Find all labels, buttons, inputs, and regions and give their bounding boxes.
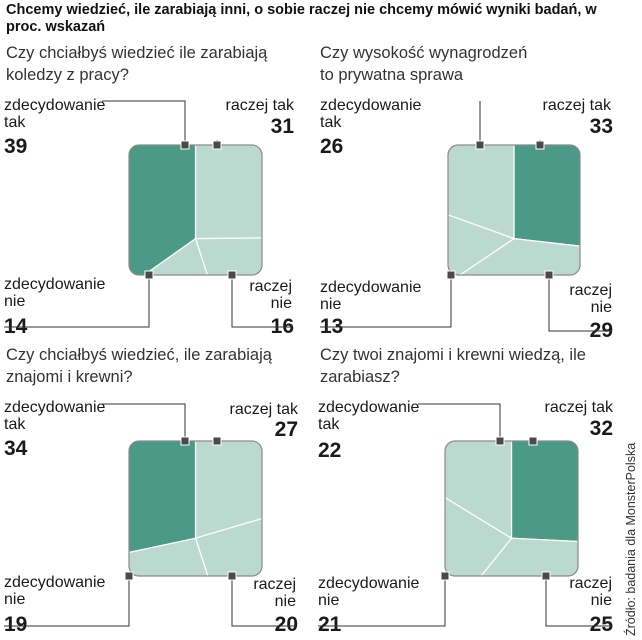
chart-2-slice-raczej-nie (452, 237, 580, 275)
label-3-raczej-tak: raczej tak (229, 401, 298, 418)
value-4-raczej-tak: 32 (589, 417, 613, 440)
label-3-zdecydowanie-tak: zdecydowanie tak (4, 399, 106, 433)
chart-3-marker-zdecydowanie-tak (180, 436, 190, 446)
chart-4-marker-zdecydowanie-nie (440, 571, 450, 581)
chart-2-slice-zdecydowanie-tak (448, 145, 515, 240)
chart-3-marker-zdecydowanie-nie (124, 571, 134, 581)
label-1-raczej-nie: raczej nie (249, 278, 292, 312)
label-1-zdecydowanie-nie: zdecydowanie nie (4, 276, 106, 310)
label-1-raczej-tak: raczej tak (225, 97, 294, 114)
chart-4-slices (445, 441, 578, 576)
label-4-raczej-nie: raczej nie (569, 575, 612, 609)
chart-4-frame (444, 440, 579, 577)
chart-2-leader-raczej-nie (548, 275, 612, 332)
chart-4-slice-zdecydowanie-tak (445, 441, 513, 540)
chart-2-marker-zdecydowanie-tak (475, 140, 485, 150)
question-4: Czy twoi znajomi i krewni wiedzą, ile za… (320, 346, 586, 386)
chart-1-marker-zdecydowanie-nie (144, 270, 154, 280)
question-3: Czy chciałbyś wiedzieć, ile zarabiają zn… (6, 346, 272, 386)
label-2-raczej-nie: raczej nie (569, 282, 612, 316)
value-2-raczej-tak: 33 (589, 115, 613, 138)
question-2: Czy wysokość wynagrodzeń to prywatna spr… (320, 44, 528, 84)
chart-3-leader-zdecydowanie-nie (4, 576, 130, 627)
chart-4-slice-zdecydowanie-nie (445, 494, 513, 576)
chart-2-slice-raczej-tak (513, 145, 580, 248)
chart-3-slice-raczej-nie (194, 516, 262, 576)
value-1-zdecydowanie-tak: 39 (4, 135, 28, 158)
label-2-raczej-tak: raczej tak (542, 97, 611, 114)
chart-1-marker-raczej-tak (212, 140, 222, 150)
label-4-raczej-tak: raczej tak (544, 399, 613, 416)
value-3-raczej-tak: 27 (274, 418, 298, 441)
chart-1-leader-raczej-nie (231, 275, 292, 328)
chart-1-leader-zdecydowanie-nie (4, 275, 150, 328)
chart-4-slice-raczej-tak (510, 441, 578, 543)
value-2-zdecydowanie-tak: 26 (320, 135, 344, 158)
chart-3-slice-raczej-tak (194, 441, 262, 540)
chart-3-slice-zdecydowanie-tak (129, 441, 197, 554)
value-4-raczej-nie: 25 (589, 613, 613, 636)
chart-4-marker-raczej-nie (541, 571, 551, 581)
chart-2-frame (447, 144, 581, 276)
chart-4-marker-raczej-tak (528, 436, 538, 446)
chart-3-marker-raczej-nie (227, 571, 237, 581)
value-3-raczej-nie: 20 (274, 613, 298, 636)
chart-3-slice-zdecydowanie-nie (129, 537, 210, 576)
chart-2-marker-raczej-nie (544, 270, 554, 280)
label-4-zdecydowanie-nie: zdecydowanie nie (318, 575, 420, 609)
value-4-zdecydowanie-nie: 21 (318, 613, 342, 636)
chart-2-slice-zdecydowanie-nie (448, 212, 516, 275)
chart-1-slices (129, 145, 262, 275)
chart-2-marker-raczej-tak (535, 140, 545, 150)
chart-2-marker-zdecydowanie-nie (446, 270, 456, 280)
chart-1-slice-zdecydowanie-tak (129, 145, 197, 275)
chart-3-marker-raczej-tak (212, 436, 222, 446)
chart-4-slice-raczej-nie (476, 537, 578, 576)
value-3-zdecydowanie-tak: 34 (4, 437, 28, 460)
label-3-raczej-nie: raczej nie (253, 576, 296, 610)
chart-1-marker-zdecydowanie-tak (180, 140, 190, 150)
value-3-zdecydowanie-nie: 19 (4, 613, 28, 636)
value-4-zdecydowanie-tak: 22 (318, 439, 342, 462)
label-3-zdecydowanie-nie: zdecydowanie nie (4, 574, 106, 608)
value-1-raczej-tak: 31 (270, 115, 294, 138)
chart-4-leader-zdecydowanie-nie (318, 576, 446, 627)
chart-title: Chcemy wiedzieć, ile zarabiają inni, o s… (6, 2, 597, 35)
chart-4-marker-zdecydowanie-tak (495, 436, 505, 446)
chart-1-slice-raczej-tak (194, 145, 262, 240)
chart-1-slice-raczej-nie (194, 237, 262, 275)
chart-3-frame (128, 440, 263, 577)
chart-2-leader-zdecydowanie-nie (320, 275, 452, 328)
chart-2-slices (448, 145, 580, 275)
chart-1-frame (128, 144, 263, 276)
chart-1-marker-raczej-nie (227, 270, 237, 280)
chart-1-slice-zdecydowanie-nie (136, 237, 210, 275)
chart-3-leader-zdecydowanie-tak (102, 403, 186, 441)
label-1-zdecydowanie-tak: zdecydowanie tak (4, 97, 106, 131)
chart-4-leader-raczej-nie (545, 576, 612, 627)
question-1: Czy chciałbyś wiedzieć ile zarabiają kol… (6, 44, 268, 84)
label-2-zdecydowanie-nie: zdecydowanie nie (320, 279, 422, 313)
label-2-zdecydowanie-tak: zdecydowanie tak (320, 97, 422, 131)
label-4-zdecydowanie-tak: zdecydowanie tak (318, 399, 420, 433)
chart-3-slices (129, 441, 262, 576)
chart-4-leader-zdecydowanie-tak (418, 403, 501, 441)
chart-3-leader-raczej-nie (231, 576, 296, 627)
chart-1-leader-zdecydowanie-tak (102, 100, 186, 145)
